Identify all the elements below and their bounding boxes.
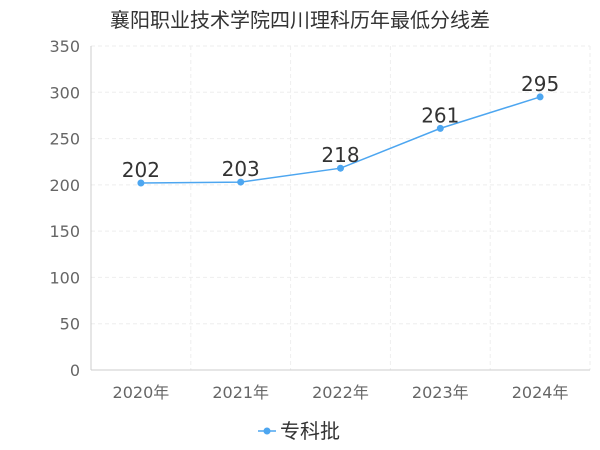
y-tick-label: 350: [49, 37, 80, 56]
data-label: 202: [122, 158, 160, 182]
data-label: 295: [521, 72, 559, 96]
y-tick-label: 0: [70, 361, 80, 380]
y-tick-label: 300: [49, 83, 80, 102]
x-tick-label: 2021年: [212, 383, 269, 402]
y-tick-label: 50: [60, 315, 80, 334]
legend[interactable]: 专科批: [258, 419, 340, 443]
data-label: 261: [421, 103, 459, 127]
data-point[interactable]: [337, 164, 344, 172]
data-point[interactable]: [536, 93, 544, 101]
data-point[interactable]: [137, 179, 145, 187]
data-label: 203: [222, 157, 260, 181]
legend-label: 专科批: [280, 419, 340, 443]
x-tick-label: 2023年: [412, 383, 469, 402]
x-tick-label: 2022年: [312, 383, 369, 402]
y-tick-label: 200: [49, 176, 80, 195]
y-tick-label: 150: [49, 222, 80, 241]
chart-title: 襄阳职业技术学院四川理科历年最低分线差: [110, 8, 490, 32]
data-point[interactable]: [436, 124, 444, 132]
y-tick-label: 250: [49, 130, 80, 149]
series: 202 203 218 261 295: [122, 72, 559, 187]
data-point[interactable]: [237, 178, 245, 186]
tick-labels: 0 50 100 150 200 250 300 350 2020年 2021年 2022年 2023…: [49, 37, 568, 402]
axes: [90, 46, 590, 371]
data-label: 218: [321, 143, 359, 167]
x-tick-label: 2020年: [113, 383, 170, 402]
legend-marker-icon: [263, 427, 271, 435]
x-tick-label: 2024年: [512, 383, 569, 402]
grid: [90, 45, 591, 370]
y-tick-label: 100: [49, 268, 80, 287]
